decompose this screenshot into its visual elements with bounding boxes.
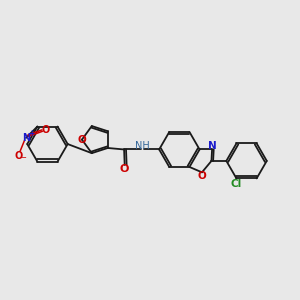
- Text: O: O: [120, 164, 129, 174]
- Text: O: O: [78, 135, 86, 145]
- Text: O: O: [15, 151, 23, 161]
- Text: O: O: [198, 172, 206, 182]
- Text: N: N: [22, 133, 30, 143]
- Text: −: −: [20, 153, 27, 162]
- Text: Cl: Cl: [230, 179, 242, 189]
- Text: O: O: [41, 125, 50, 135]
- Text: NH: NH: [135, 141, 150, 151]
- Text: N: N: [208, 141, 217, 151]
- Text: +: +: [28, 130, 34, 139]
